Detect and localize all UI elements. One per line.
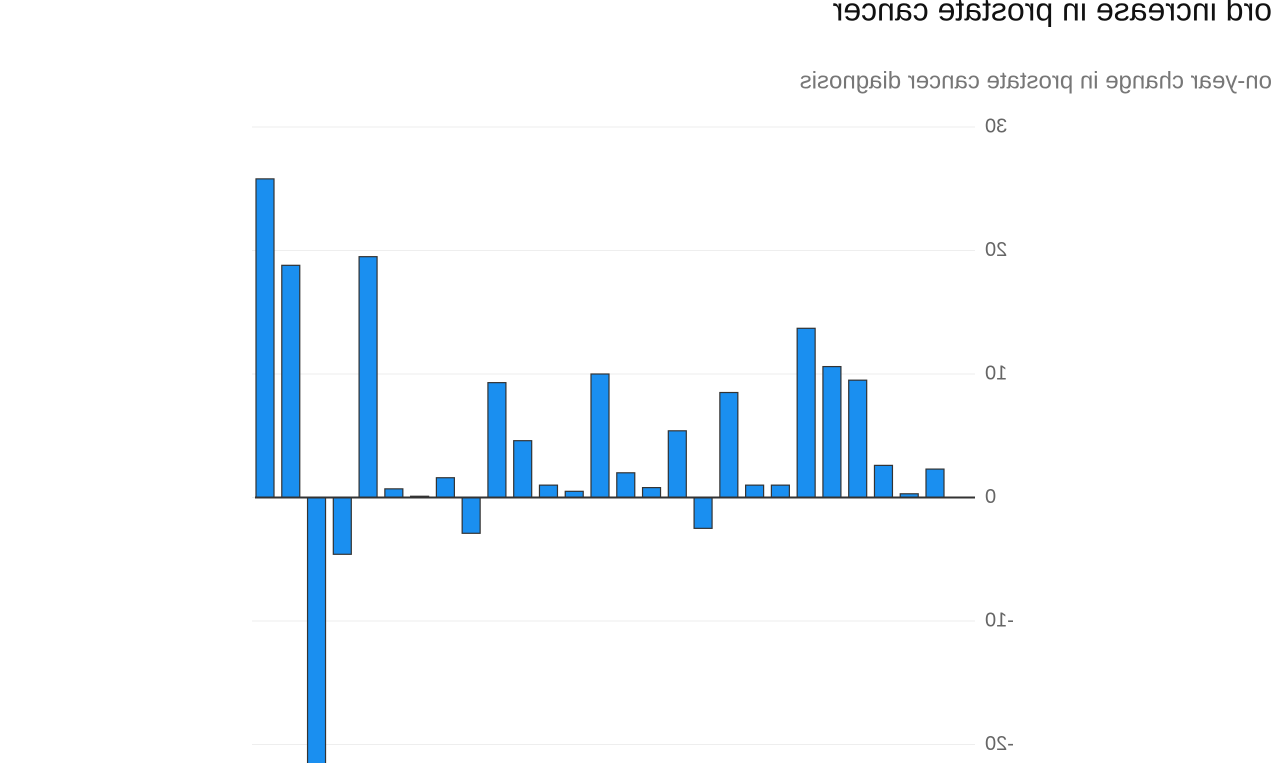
bar [487, 382, 507, 499]
bar [796, 327, 816, 499]
bar [255, 178, 275, 499]
y-tick-label: -20 [985, 733, 1014, 755]
bar [641, 487, 662, 499]
bar [616, 472, 636, 499]
bar [281, 264, 301, 499]
bar [513, 440, 533, 499]
bar [873, 464, 894, 499]
bar [332, 496, 352, 555]
y-tick-label: 10 [985, 362, 1007, 384]
bar [822, 365, 842, 499]
y-tick-label: 30 [985, 115, 1007, 137]
bar [461, 496, 481, 534]
bar [358, 256, 378, 499]
bar [667, 430, 687, 499]
bar [435, 477, 455, 499]
bar [693, 496, 713, 529]
y-tick-label: 0 [985, 486, 996, 508]
y-tick-label: 20 [985, 239, 1007, 261]
chart-title: ord increase in prostate cancer [832, 0, 1272, 27]
bar [590, 373, 610, 499]
bar [745, 484, 765, 499]
bar [770, 484, 790, 499]
bar [384, 488, 404, 499]
bar [538, 484, 559, 499]
bar [925, 468, 945, 499]
bar [306, 496, 327, 763]
bar [848, 379, 868, 499]
bar [719, 391, 739, 499]
chart-subtitle: on-year change in prostate cancer diagno… [800, 67, 1272, 94]
y-tick-label: -10 [985, 609, 1014, 631]
